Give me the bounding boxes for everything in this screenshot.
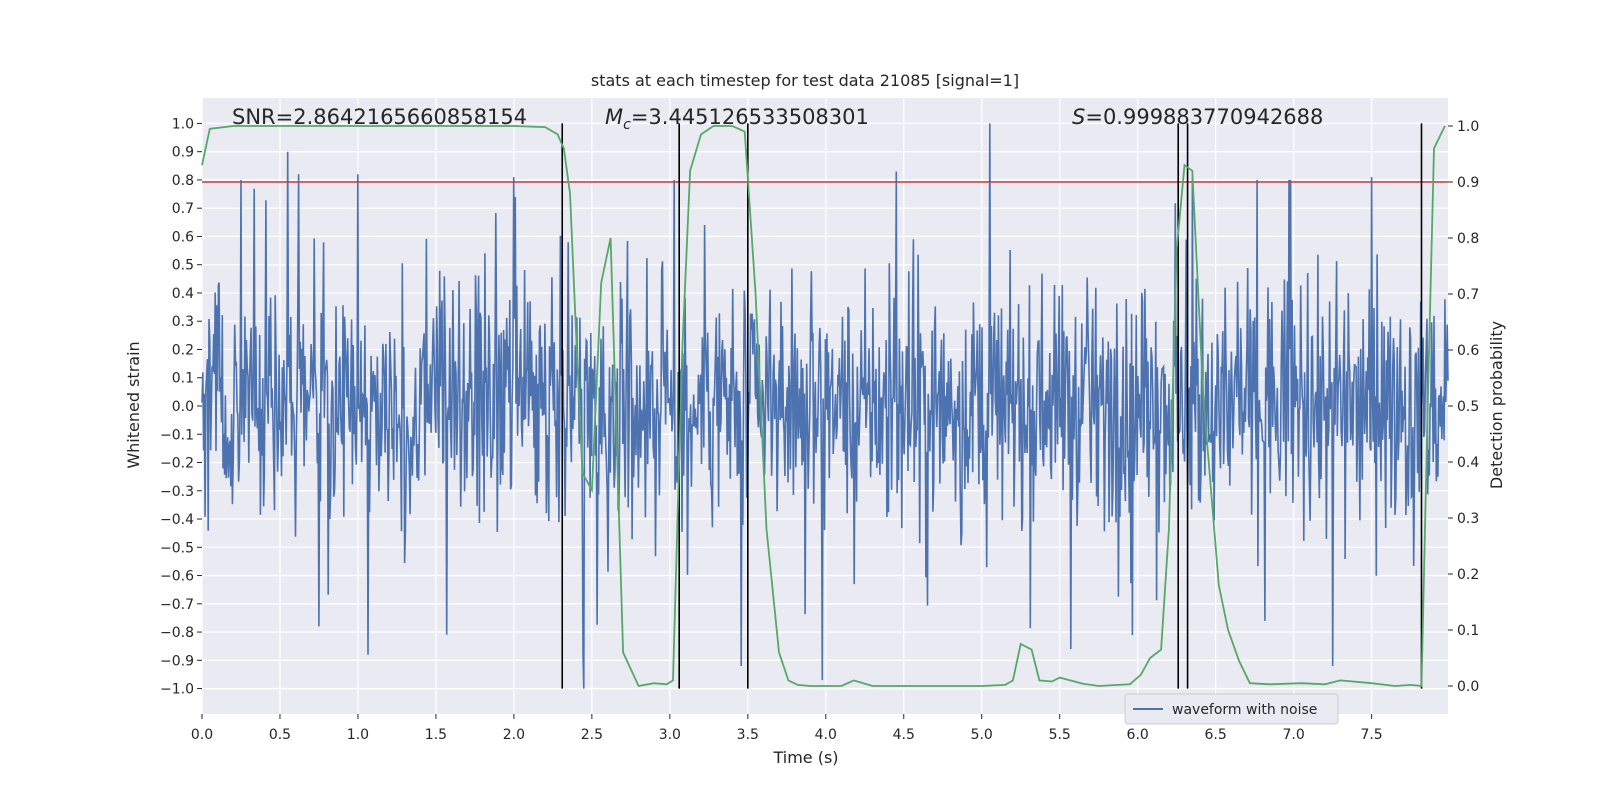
- y-right-tick-label: 0.6: [1457, 343, 1479, 359]
- y-left-tick-label: 0.9: [172, 145, 194, 161]
- snr-annotation: SNR=2.8642165660858154: [232, 105, 527, 129]
- y-left-tick-label: 0.5: [172, 258, 194, 274]
- x-tick-label: 3.5: [737, 727, 759, 743]
- y-left-tick-label: 0.8: [172, 173, 194, 189]
- y-axis-label-left: Whitened strain: [124, 341, 143, 468]
- y-axis-label-right: Detection probability: [1487, 321, 1506, 489]
- x-tick-label: 1.0: [347, 727, 369, 743]
- y-right-tick-label: 0.4: [1457, 455, 1479, 471]
- y-right-tick-label: 0.2: [1457, 567, 1479, 583]
- x-tick-label: 0.5: [269, 727, 291, 743]
- x-tick-label: 5.0: [971, 727, 993, 743]
- y-left-tick-label: 0.3: [172, 314, 194, 330]
- x-tick-label: 7.0: [1282, 727, 1304, 743]
- x-tick-label: 2.0: [503, 727, 525, 743]
- y-right-tick-label: 0.7: [1457, 287, 1479, 303]
- mc-value: =3.445126533508301: [631, 105, 869, 129]
- y-left-tick-label: −1.0: [160, 682, 194, 698]
- x-tick-label: 4.0: [815, 727, 837, 743]
- y-left-tick-label: −0.4: [160, 512, 194, 528]
- legend-entry-waveform: waveform with noise: [1172, 702, 1317, 718]
- y-left-tick-label: −0.3: [160, 484, 194, 500]
- y-left-tick-label: −0.1: [160, 427, 194, 443]
- waveform-series: [201, 123, 1449, 689]
- x-tick-label: 2.5: [581, 727, 603, 743]
- x-tick-label: 0.0: [191, 727, 213, 743]
- y-left-tick-label: 1.0: [172, 116, 194, 132]
- s-symbol: S: [1072, 105, 1085, 129]
- y-right-tick-label: 0.9: [1457, 175, 1479, 191]
- legend: waveform with noise: [1124, 693, 1339, 725]
- x-tick-label: 7.5: [1360, 727, 1382, 743]
- y-right-tick-label: 0.1: [1457, 623, 1479, 639]
- y-right-tick-label: 0.0: [1457, 679, 1479, 695]
- x-axis-label: Time (s): [772, 748, 838, 767]
- y-right-tick-label: 0.5: [1457, 399, 1479, 415]
- y-right-tick-label: 0.8: [1457, 231, 1479, 247]
- x-tick-label: 5.5: [1049, 727, 1071, 743]
- waveform-line: [201, 123, 1449, 689]
- y-left-tick-label: 0.6: [172, 229, 194, 245]
- y-left-tick-label: −0.8: [160, 625, 194, 641]
- detection-probability-line: [201, 125, 1446, 688]
- legend-box: [1124, 693, 1339, 725]
- y-left-tick-label: −0.2: [160, 456, 194, 472]
- y-left-tick-label: −0.6: [160, 569, 194, 585]
- y-left-tick-label: −0.5: [160, 540, 194, 556]
- x-tick-label: 1.5: [425, 727, 447, 743]
- s-annotation: S=0.999883770942688: [1072, 105, 1323, 129]
- x-tick-label: 4.5: [893, 727, 915, 743]
- x-tick-label: 6.0: [1127, 727, 1149, 743]
- s-value: =0.999883770942688: [1085, 105, 1323, 129]
- y-left-tick-label: 0.1: [172, 371, 194, 387]
- chart-title: stats at each timestep for test data 210…: [591, 71, 1019, 90]
- mc-subscript: c: [623, 117, 631, 133]
- y-left-tick-label: −0.9: [160, 653, 194, 669]
- y-left-tick-label: 0.2: [172, 342, 194, 358]
- y-right-tick-label: 1.0: [1457, 119, 1479, 135]
- y-left-tick-label: 0.4: [172, 286, 194, 302]
- y-left-tick-label: −0.7: [160, 597, 194, 613]
- y-left-tick-label: 0.7: [172, 201, 194, 217]
- mc-symbol: M: [605, 105, 623, 129]
- x-tick-label: 6.5: [1205, 727, 1227, 743]
- y-left-tick-label: 0.0: [172, 399, 194, 415]
- mc-annotation: Mc=3.445126533508301: [605, 105, 869, 133]
- y-right-tick-label: 0.3: [1457, 511, 1479, 527]
- x-tick-label: 3.0: [659, 727, 681, 743]
